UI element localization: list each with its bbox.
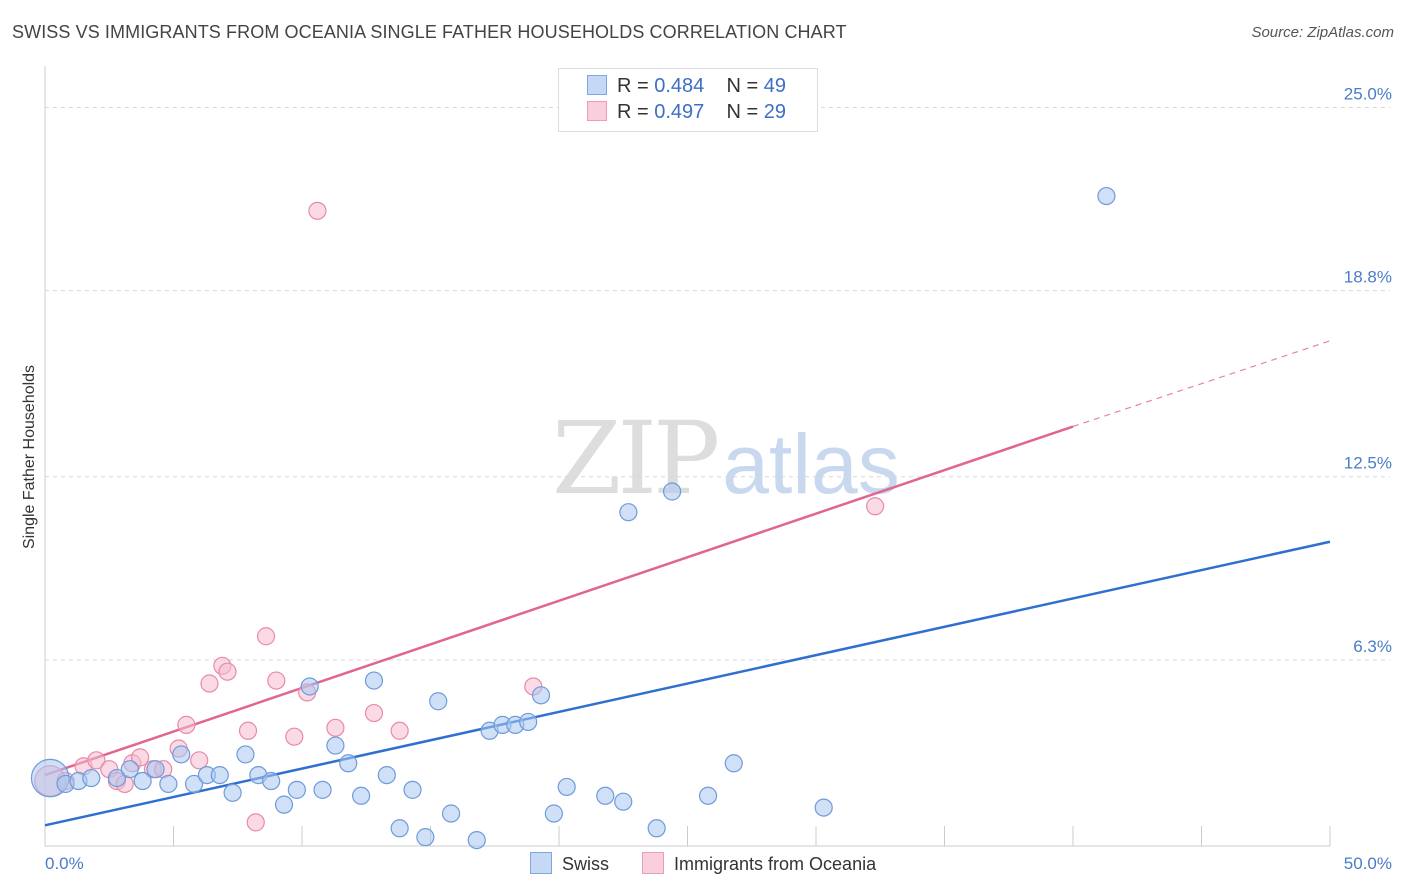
- point-swiss-28: [416, 828, 435, 847]
- point-swiss-44: [698, 786, 718, 805]
- point-swiss-19: [300, 677, 319, 696]
- point-swiss-6: [133, 771, 152, 791]
- legend-n-value-oceania: 29: [763, 101, 787, 123]
- point-oceania-18: [246, 813, 265, 832]
- point-swiss-25: [377, 765, 396, 785]
- point-swiss-27: [403, 780, 422, 799]
- trend-line-oceania: [44, 425, 1074, 777]
- point-swiss-47: [1097, 186, 1116, 206]
- point-swiss-4: [107, 768, 127, 788]
- point-swiss-30: [441, 804, 461, 823]
- axes: [44, 66, 1331, 847]
- point-swiss-9: [172, 745, 191, 764]
- watermark-zip: ZIP: [552, 400, 720, 517]
- series-legend-swiss: Swiss: [530, 852, 609, 875]
- point-oceania-20: [267, 671, 286, 690]
- point-swiss-46: [814, 798, 833, 817]
- point-swiss-31: [467, 830, 486, 850]
- legend-r-label-oceania: R =: [617, 101, 655, 123]
- point-swiss-26: [390, 819, 409, 838]
- point-swiss-17: [274, 795, 294, 814]
- tick-labels: 6.3% 12.5% 18.8% 25.0% 0.0% 50.0%: [45, 84, 1392, 873]
- point-swiss-10: [184, 774, 204, 794]
- point-swiss-3: [82, 768, 101, 788]
- point-oceania-23: [308, 201, 327, 220]
- point-swiss-22: [339, 754, 358, 773]
- point-swiss-35: [519, 712, 538, 732]
- point-oceania-28: [866, 497, 885, 516]
- point-oceania-25: [364, 703, 384, 723]
- point-oceania-26: [390, 721, 409, 740]
- series-legend-oceania: Immigrants from Oceania: [642, 852, 876, 875]
- y-tick-label-1: 12.5%: [1344, 454, 1392, 473]
- point-oceania-13: [190, 751, 209, 770]
- point-oceania-3: [87, 751, 106, 770]
- x-tick-label-0: 0.0%: [45, 854, 84, 873]
- point-oceania-8: [130, 748, 150, 767]
- point-swiss-39: [596, 786, 615, 805]
- point-swiss-40: [614, 792, 633, 811]
- point-oceania-24: [326, 718, 345, 737]
- legend-n-value-swiss: 49: [763, 75, 787, 97]
- source-label: Source: ZipAtlas.com: [1251, 24, 1394, 41]
- legend-swatch-swiss: [587, 75, 607, 95]
- y-axis-label: Single Father Households: [21, 365, 38, 549]
- point-swiss-5: [120, 760, 139, 779]
- point-swiss-13: [223, 783, 242, 802]
- point-oceania-19: [256, 627, 276, 646]
- point-swiss-24: [364, 671, 384, 690]
- watermark: ZIPatlas: [552, 400, 900, 517]
- point-swiss-43: [662, 482, 682, 501]
- series-legend: Swiss Immigrants from Oceania: [530, 852, 904, 875]
- point-oceania-17: [238, 721, 258, 740]
- legend-r-value-oceania: 0.497: [654, 101, 705, 123]
- point-swiss-36: [531, 686, 551, 705]
- point-swiss-45: [724, 754, 743, 773]
- point-swiss-20: [313, 780, 332, 799]
- point-oceania-14: [200, 674, 219, 693]
- y-tick-label-2: 18.8%: [1344, 268, 1392, 287]
- point-swiss-8: [159, 774, 178, 794]
- legend-r-value-swiss: 0.484: [654, 75, 705, 97]
- series-label-oceania: Immigrants from Oceania: [674, 854, 877, 874]
- point-oceania-12: [177, 715, 196, 734]
- point-oceania-21: [285, 727, 304, 746]
- point-swiss-29: [429, 692, 448, 711]
- point-swiss-41: [619, 503, 638, 522]
- y-tick-label-0: 6.3%: [1353, 637, 1392, 656]
- legend-swatch-oceania: [587, 101, 607, 121]
- series-swatch-oceania: [642, 852, 665, 874]
- point-oceania-16: [218, 662, 237, 681]
- point-swiss-21: [326, 736, 345, 755]
- legend-n-label-oceania: N =: [726, 101, 764, 123]
- legend-row-swiss: R = 0.484 N = 49: [587, 75, 786, 101]
- point-swiss-42: [647, 819, 666, 838]
- grid-lines: [45, 106, 1390, 661]
- chart-title: SWISS VS IMMIGRANTS FROM OCEANIA SINGLE …: [12, 22, 847, 42]
- data-points: [30, 186, 1116, 850]
- series-swatch-swiss: [530, 852, 552, 874]
- point-swiss-12: [210, 765, 229, 785]
- point-swiss-37: [544, 804, 563, 823]
- legend-r-label-swiss: R =: [617, 75, 655, 97]
- point-swiss-16: [262, 771, 281, 791]
- point-swiss-38: [557, 777, 576, 797]
- series-label-swiss: Swiss: [562, 854, 610, 874]
- point-swiss-14: [236, 745, 255, 764]
- trend-line-swiss: [44, 540, 1331, 827]
- trend-line-oceania-extension: [1072, 340, 1331, 428]
- y-tick-label-3: 25.0%: [1344, 84, 1392, 103]
- point-swiss-18: [287, 780, 306, 799]
- x-tick-label-1: 50.0%: [1344, 854, 1392, 873]
- legend-row-oceania: R = 0.497 N = 29: [587, 101, 786, 127]
- point-swiss-23: [352, 786, 371, 805]
- correlation-legend: R = 0.484 N = 49 R = 0.497 N = 29: [558, 68, 818, 132]
- legend-n-label-swiss: N =: [726, 75, 764, 97]
- point-swiss-7: [146, 760, 165, 779]
